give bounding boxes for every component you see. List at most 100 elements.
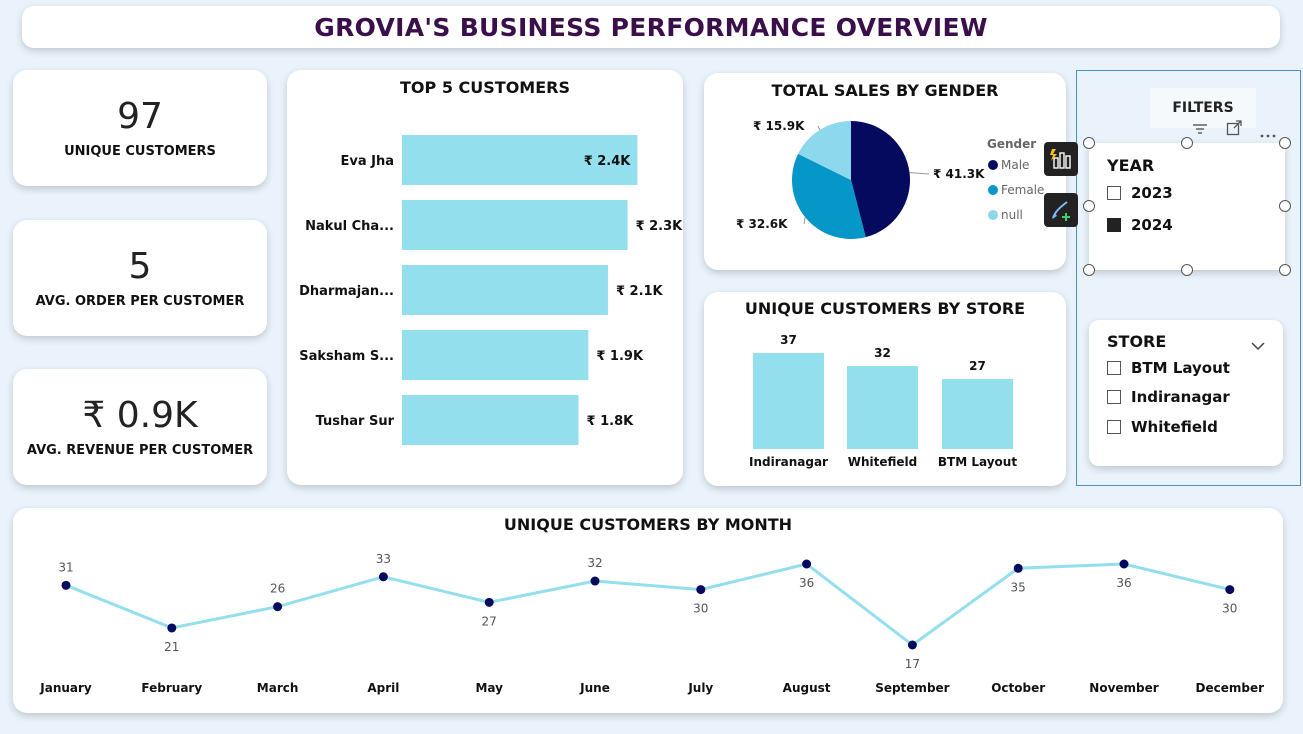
pie-value-label: ₹ 32.6K [736, 217, 788, 231]
month-axis-label: August [783, 681, 831, 695]
checkbox[interactable] [1107, 186, 1121, 200]
monthly-trend-line [65, 562, 1231, 647]
month-axis-label: February [141, 681, 202, 695]
resize-handle[interactable] [1279, 137, 1291, 149]
more-options-icon[interactable] [1260, 124, 1276, 138]
resize-handle[interactable] [1083, 137, 1095, 149]
store-option-label: Whitefield [1131, 418, 1218, 436]
resize-handle[interactable] [1181, 137, 1193, 149]
month-axis-label: September [875, 681, 949, 695]
kpi-avg-revenue[interactable]: ₹ 0.9K AVG. REVENUE PER CUSTOMER [13, 369, 267, 485]
month-axis-label: October [991, 681, 1045, 695]
top-customers-card[interactable]: TOP 5 CUSTOMERS Eva Jha ₹ 2.4K Nakul Cha..… [287, 70, 683, 485]
store-customers-card[interactable]: UNIQUE CUSTOMERS BY STORE 37 Indiranagar 3… [704, 292, 1066, 486]
year-option-2024[interactable]: 2024 [1107, 216, 1173, 234]
kpi-label: AVG. REVENUE PER CUSTOMER [26, 443, 254, 459]
filter-icon[interactable] [1192, 121, 1208, 135]
focus-mode-icon[interactable] [1226, 120, 1242, 136]
store-bar [847, 365, 918, 449]
store-bar [753, 353, 824, 449]
month-data-point [1119, 559, 1129, 569]
pie-slice-female [792, 153, 866, 239]
store-bar [942, 378, 1013, 449]
pie-value-label: ₹ 41.3K [933, 167, 985, 181]
legend-marker [988, 160, 998, 170]
year-option-2023[interactable]: 2023 [1107, 184, 1173, 202]
customer-value-label: ₹ 2.4K [584, 154, 632, 169]
pie-slice-null [798, 121, 851, 180]
customer-bar [402, 330, 589, 380]
legend-marker [988, 185, 998, 195]
pie-leader-line [803, 217, 806, 225]
resize-handle[interactable] [1181, 264, 1193, 276]
checkbox[interactable] [1107, 361, 1121, 375]
resize-handle[interactable] [1083, 200, 1095, 212]
customer-value-label: ₹ 2.1K [616, 284, 664, 299]
store-slicer-title: STORE [1107, 332, 1167, 351]
kpi-label: AVG. ORDER PER CUSTOMER [35, 294, 245, 310]
format-visual-icon[interactable] [1044, 193, 1078, 227]
store-option-label: BTM Layout [1131, 359, 1230, 377]
chevron-down-icon[interactable] [1251, 336, 1265, 351]
customer-name-label: Eva Jha [340, 154, 394, 169]
kpi-value: ₹ 0.9K [82, 394, 198, 436]
customer-name-label: Nakul Cha... [305, 219, 394, 234]
month-data-point [1013, 563, 1023, 573]
pie-leader-line [909, 172, 930, 175]
month-value-label: 21 [164, 640, 179, 654]
month-data-point [802, 559, 812, 569]
store-slicer[interactable]: STORE BTM Layout Indiranagar Whitefield [1089, 320, 1283, 466]
resize-handle[interactable] [1279, 200, 1291, 212]
store-option-btm-layout[interactable]: BTM Layout [1107, 359, 1230, 377]
month-axis-label: January [39, 681, 92, 695]
customer-name-label: Tushar Sur [316, 414, 395, 429]
customer-bar [402, 135, 638, 185]
store-bar-chart: 37 Indiranagar 32 Whitefield 27 BTM Layout [749, 333, 1017, 469]
checkbox[interactable] [1107, 390, 1121, 404]
month-axis-label: November [1089, 681, 1158, 695]
month-value-label: 30 [693, 602, 708, 616]
kpi-value: 5 [128, 245, 152, 287]
year-option-label: 2024 [1131, 216, 1173, 234]
legend-label: null [1001, 208, 1023, 222]
year-slicer[interactable]: YEAR 2023 2024 [1089, 143, 1285, 270]
month-value-label: 30 [1222, 602, 1237, 616]
kpi-avg-order[interactable]: 5 AVG. ORDER PER CUSTOMER [13, 220, 267, 336]
month-data-point [1225, 585, 1235, 595]
kpi-unique-customers[interactable]: 97 UNIQUE CUSTOMERS [13, 70, 267, 186]
gender-sales-title: TOTAL SALES BY GENDER [771, 81, 999, 100]
legend-marker [988, 210, 998, 220]
store-option-indiranagar[interactable]: Indiranagar [1107, 388, 1230, 406]
top-customers-chart: Eva Jha ₹ 2.4K Nakul Cha... ₹ 2.3K Dharmajan… [299, 135, 683, 445]
customer-bar [402, 200, 628, 250]
resize-handle[interactable] [1279, 264, 1291, 276]
store-category-label: Whitefield [848, 455, 918, 469]
month-data-point [907, 640, 917, 650]
title-bar: GROVIA'S BUSINESS PERFORMANCE OVERVIEW [22, 6, 1280, 48]
customer-value-label: ₹ 1.8K [587, 414, 635, 429]
monthly-customers-card[interactable]: UNIQUE CUSTOMERS BY MONTH 31 January 21 Feb… [13, 508, 1283, 713]
checkbox[interactable] [1107, 420, 1121, 434]
build-visual-icon[interactable] [1044, 142, 1078, 176]
customer-value-label: ₹ 1.9K [596, 349, 644, 364]
store-category-label: Indiranagar [749, 455, 828, 469]
gender-sales-card[interactable]: TOTAL SALES BY GENDER ₹ 41.3K ₹ 32.6K ₹ 15… [704, 73, 1066, 270]
month-axis-label: June [579, 681, 610, 695]
resize-handle[interactable] [1083, 264, 1095, 276]
month-data-point [484, 597, 494, 607]
checkbox-checked[interactable] [1107, 218, 1121, 232]
kpi-value: 97 [117, 95, 163, 137]
store-value-label: 32 [874, 346, 891, 360]
store-option-whitefield[interactable]: Whitefield [1107, 418, 1218, 436]
pie-value-label: ₹ 15.9K [753, 119, 805, 133]
store-value-label: 27 [969, 359, 986, 373]
monthly-line-chart: 31 January 21 February 26 March 33 April 27 May 32… [39, 552, 1264, 695]
store-value-label: 37 [780, 333, 797, 347]
customer-name-label: Dharmajan... [299, 284, 394, 299]
month-axis-label: March [257, 681, 299, 695]
month-data-point [61, 580, 71, 590]
month-value-label: 35 [1011, 580, 1026, 594]
month-axis-label: April [367, 681, 399, 695]
month-data-point [590, 576, 600, 586]
pie-slice-male [851, 121, 910, 238]
